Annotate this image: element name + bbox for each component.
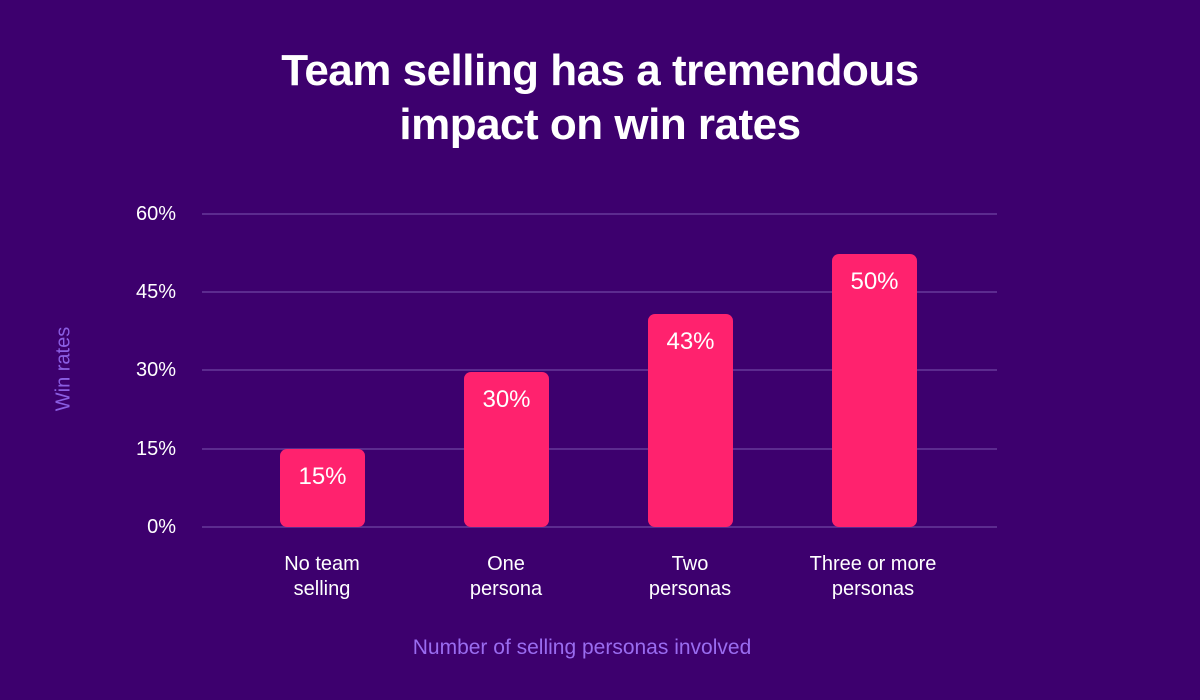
x-category-line-1: One	[487, 553, 525, 575]
x-axis-title: Number of selling personas involved	[412, 636, 752, 659]
chart-title-line-2: impact on win rates	[399, 100, 801, 149]
bar-value-label: 30%	[482, 386, 531, 413]
y-tick-30: 30%	[135, 359, 176, 381]
gridline-60	[202, 213, 997, 215]
x-category-three-or-more-personas: Three or more personas	[773, 552, 973, 602]
bar-value-label: 50%	[850, 268, 899, 295]
x-category-line-1: Two	[671, 553, 709, 575]
x-category-line-2: persona	[469, 578, 543, 600]
x-category-one-persona: One persona	[406, 552, 606, 602]
x-category-line-2: selling	[293, 578, 351, 600]
gridline-15	[202, 448, 997, 450]
x-category-line-2: personas	[648, 578, 732, 600]
y-tick-60: 60%	[135, 203, 176, 225]
y-tick-0: 0%	[147, 516, 176, 538]
gridline-30	[202, 369, 997, 371]
gridline-0	[202, 526, 997, 528]
x-category-two-personas: Two personas	[590, 552, 790, 602]
chart-title: Team selling has a tremendous impact on …	[0, 44, 1200, 152]
bar-value-label: 15%	[298, 463, 347, 490]
y-tick-45: 45%	[135, 281, 176, 303]
x-category-line-1: Three or more	[809, 553, 937, 575]
y-tick-15: 15%	[135, 438, 176, 460]
bar-no-team-selling: 15%	[280, 449, 365, 527]
bar-value-label: 43%	[666, 328, 715, 355]
bar-three-or-more-personas: 50%	[832, 254, 917, 527]
bar-one-persona: 30%	[464, 372, 549, 527]
chart-title-line-1: Team selling has a tremendous	[281, 46, 919, 95]
y-axis-title: Win rates	[52, 326, 75, 412]
x-category-line-1: No team	[284, 553, 360, 575]
bar-two-personas: 43%	[648, 314, 733, 527]
x-category-line-2: personas	[831, 578, 915, 600]
gridline-45	[202, 291, 997, 293]
x-category-no-team-selling: No team selling	[222, 552, 422, 602]
